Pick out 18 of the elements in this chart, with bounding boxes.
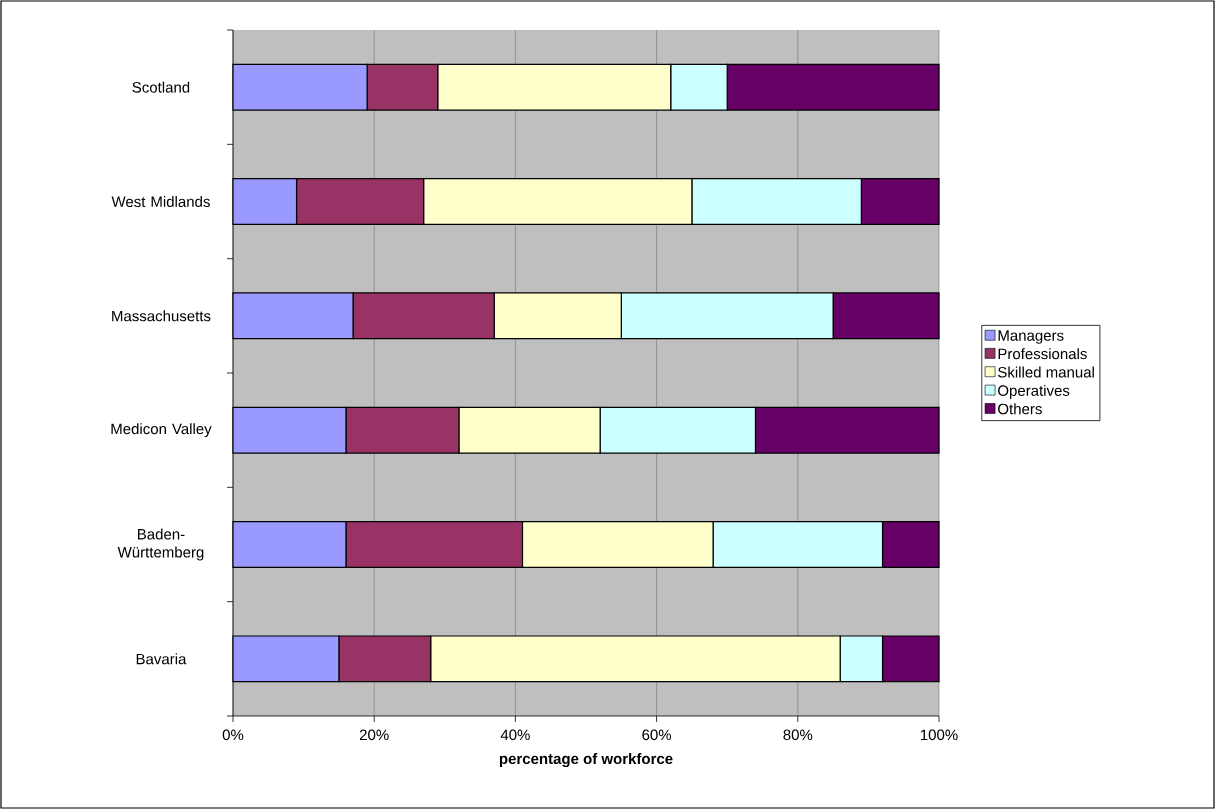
x-tick-label: 40%: [500, 729, 530, 741]
legend-label: Professionals: [998, 348, 1087, 360]
x-tick-label: 60%: [642, 729, 672, 741]
x-tick-label: 80%: [783, 729, 813, 741]
y-tick-label: Scotland: [132, 81, 190, 93]
legend-label: Others: [998, 403, 1042, 415]
legend-label: Skilled manual: [998, 366, 1094, 378]
y-tick-label: Massachusetts: [112, 310, 211, 322]
y-tick-label: West Midlands: [111, 196, 210, 208]
x-tick-label: 20%: [359, 729, 389, 741]
y-tick-label: Bavaria: [136, 653, 187, 665]
legend-label: Operatives: [998, 384, 1070, 399]
x-axis-title: percentage of workforce: [499, 753, 673, 768]
y-tick-label: Baden-Württemberg: [117, 528, 204, 561]
x-tick-label: 0%: [222, 729, 244, 741]
legend-label: Managers: [998, 330, 1064, 344]
x-tick-label: 100%: [920, 729, 958, 741]
y-tick-label: Medicon Valley: [111, 423, 212, 438]
